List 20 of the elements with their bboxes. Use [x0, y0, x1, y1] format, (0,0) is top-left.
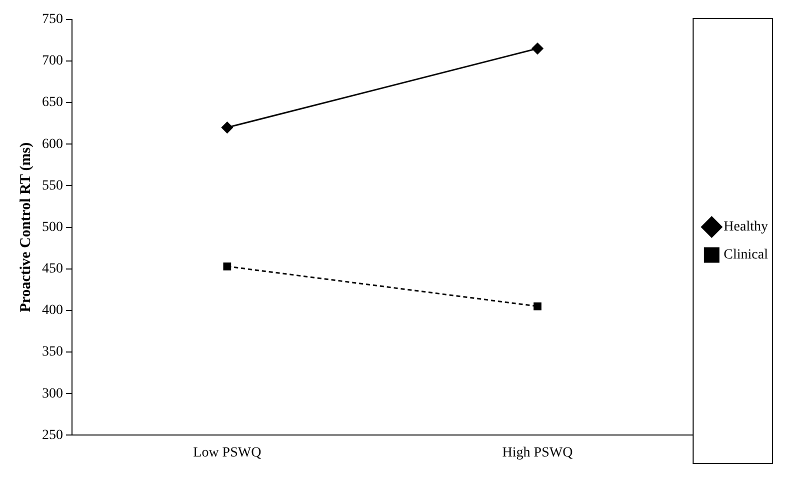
x-tick-label: High PSWQ [502, 445, 573, 460]
y-tick-label: 550 [42, 178, 63, 194]
x-tick-label: Low PSWQ [193, 445, 262, 460]
point [534, 302, 542, 310]
point [532, 42, 544, 54]
legend-label: Clinical [724, 248, 768, 263]
y-tick-label: 750 [42, 12, 63, 28]
y-tick-label: 400 [42, 303, 63, 318]
legend-label: Healthy [724, 220, 768, 235]
y-tick-label: 350 [42, 344, 63, 360]
point [221, 122, 233, 134]
y-tick-label: 700 [42, 54, 63, 69]
y-tick-label: 600 [42, 136, 63, 152]
y-tick-label: 650 [42, 95, 63, 110]
point [223, 262, 232, 270]
y-tick-label: 500 [42, 220, 63, 235]
y-tick-label: 450 [42, 262, 63, 277]
y-axis-title: Proactive Control RT (ms) [18, 142, 34, 312]
y-tick-label: 250 [42, 428, 63, 443]
y-tick-label: 300 [42, 386, 63, 402]
